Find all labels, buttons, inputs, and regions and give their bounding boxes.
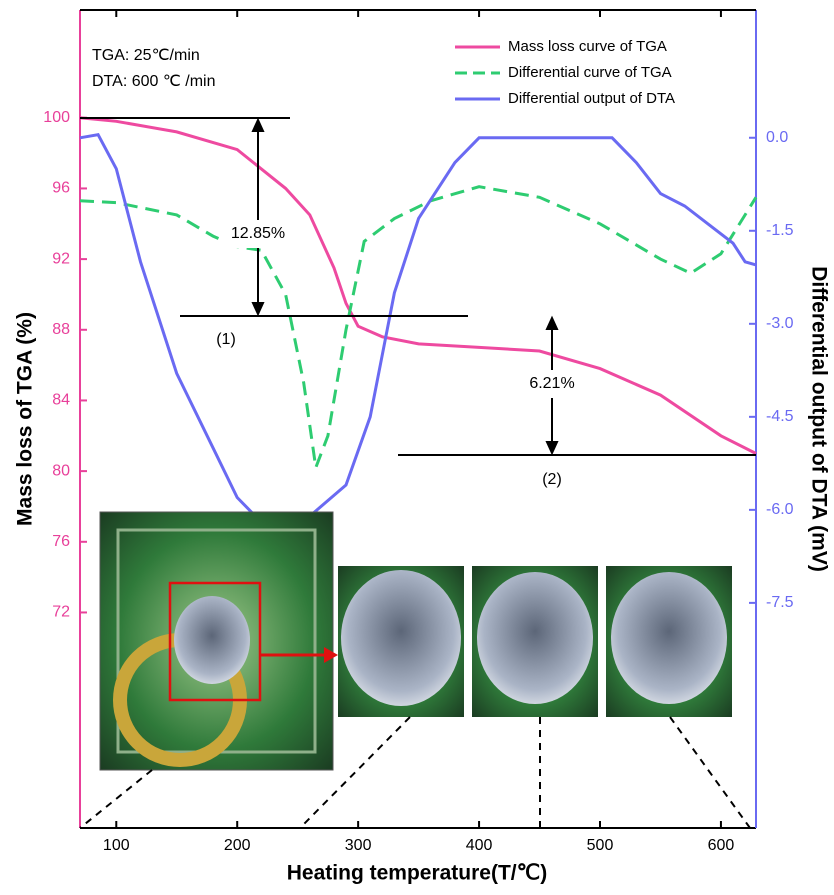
y-tick-label: 92	[52, 250, 70, 267]
y2-tick-label: -6.0	[766, 501, 794, 518]
series-line	[80, 135, 756, 529]
x-tick-label: 100	[103, 837, 130, 854]
x-axis-title: Heating temperature(T/℃)	[287, 862, 547, 885]
y2-tick-label: -4.5	[766, 408, 794, 425]
inset-photos	[80, 512, 750, 828]
legend-label: Mass loss curve of TGA	[508, 38, 667, 55]
y2-tick-label: -7.5	[766, 594, 794, 611]
annotation: DTA: 600 ℃ /min	[92, 73, 215, 90]
y-tick-label: 100	[43, 109, 70, 126]
annotation: 6.21%	[529, 375, 574, 392]
x-tick-label: 300	[345, 837, 372, 854]
y-tick-label: 88	[52, 321, 70, 338]
x-tick-label: 400	[466, 837, 493, 854]
series-line	[80, 118, 756, 454]
annotation-lines	[80, 118, 756, 455]
x-tick-label: 600	[708, 837, 735, 854]
y-tick-label: 76	[52, 533, 70, 550]
y2-tick-label: 0.0	[766, 129, 788, 146]
y2-tick-label: -3.0	[766, 315, 794, 332]
annotation: 12.85%	[231, 225, 285, 242]
annotation: (2)	[542, 471, 562, 488]
x-tick-label: 500	[587, 837, 614, 854]
y2-tick-label: -1.5	[766, 222, 794, 239]
x-tick-label: 200	[224, 837, 251, 854]
annotation: (1)	[216, 331, 236, 348]
y-tick-label: 72	[52, 604, 70, 621]
y-tick-label: 96	[52, 180, 70, 197]
series-line	[80, 187, 756, 468]
legend-label: Differential curve of TGA	[508, 64, 672, 81]
chart: 100 200 300 400 500 600 72 76 80 84 88 92 96 100 0.0 -1…	[0, 0, 834, 890]
legend-label: Differential output of DTA	[508, 90, 675, 107]
y-tick-label: 84	[52, 392, 70, 409]
y-tick-label: 80	[52, 462, 70, 479]
y2-axis-title: Differential output of DTA (mV)	[807, 266, 830, 572]
y-axis-title: Mass loss of TGA (%)	[14, 312, 37, 526]
annotation: TGA: 25℃/min	[92, 47, 200, 64]
